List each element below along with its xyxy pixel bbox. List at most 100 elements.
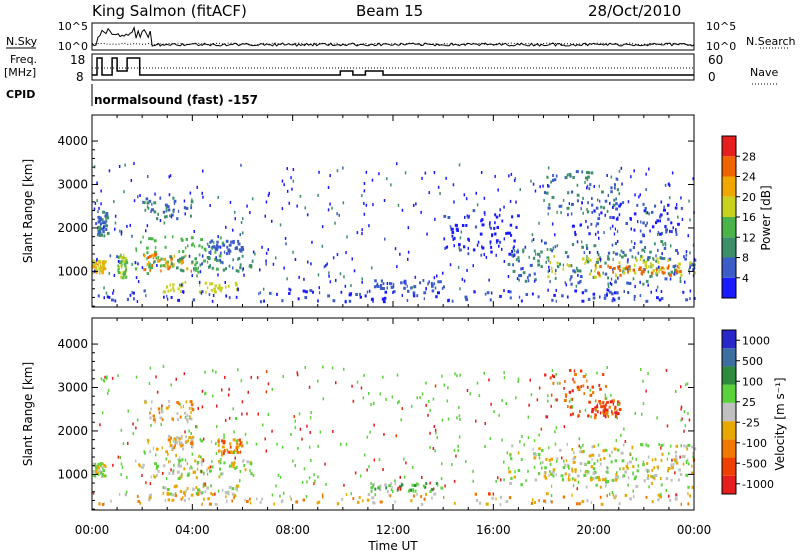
scatter-cell [534,501,536,504]
echo-cell [414,275,417,279]
echo-cell [547,166,550,170]
scatter-cell [403,279,407,283]
scatter-cell [506,231,509,235]
echo-cell [218,489,220,493]
scatter-cell [571,202,574,206]
colorbar-swatch [722,156,736,177]
scatter-cell [273,502,276,506]
scatter-cell [600,257,603,261]
scatter-cell [420,495,422,499]
scatter-cell [149,493,152,497]
scatter-cell [221,241,225,245]
scatter-cell [237,445,240,449]
scatter-cell [527,469,529,473]
scatter-cell [585,485,588,489]
scatter-cell [173,254,175,258]
scatter-cell [171,493,175,497]
echo-cell [223,436,225,440]
echo-cell [154,192,156,196]
echo-cell [398,400,400,404]
echo-cell [319,430,322,434]
echo-cell [547,184,549,187]
scatter-cell [612,266,616,270]
scatter-cell [549,248,552,252]
echo-cell [327,208,330,212]
scatter-cell [651,271,654,275]
scatter-cell [212,294,215,297]
echo-cell [268,191,270,195]
scatter-cell [179,456,181,460]
scatter-cell [118,261,121,265]
echo-cell [680,444,682,448]
scatter-cell [95,468,98,471]
scatter-cell [164,486,167,490]
scatter-cell [635,475,637,479]
scatter-cell [151,400,153,404]
scatter-cell [629,460,632,464]
scatter-cell [206,260,209,264]
scatter-cell [160,269,162,273]
scatter-cell [683,455,686,459]
echo-cell [495,479,497,483]
echo-cell [217,235,219,239]
scatter-cell [101,503,105,506]
echo-cell [135,426,137,430]
scatter-cell [120,260,123,264]
scatter-cell [133,297,135,301]
echo-cell [198,280,201,284]
scatter-cell [383,296,387,300]
scatter-cell [571,389,574,393]
scatter-cell [499,294,502,298]
scatter-cell [447,216,451,219]
scatter-cell [425,492,428,496]
echo-cell [476,381,479,385]
scatter-cell [602,478,605,482]
scatter-cell [105,224,108,228]
scatter-cell [167,434,171,438]
echo-cell [204,370,206,374]
echo-cell [215,452,218,455]
scatter-cell [165,406,169,410]
scatter-cell [200,291,203,295]
echo-cell [540,427,543,431]
echo-cell [536,398,539,402]
scatter-cell [211,266,214,270]
scatter-cell [689,251,691,255]
scatter-cell [671,466,674,470]
scatter-cell [644,264,648,268]
scatter-cell [677,266,681,270]
scatter-cell [618,502,621,506]
colorbar-tick-label: 28 [742,150,756,163]
scatter-cell [644,224,647,228]
echo-cell [472,479,474,483]
scatter-cell [673,458,677,462]
scatter-cell [655,268,658,272]
nsearch-tick-bottom: 10^0 [706,40,736,53]
scatter-cell [606,480,610,484]
echo-cell [463,193,466,197]
scatter-cell [165,450,168,454]
scatter-cell [406,299,409,302]
scatter-cell [191,243,194,247]
scatter-cell [191,438,194,442]
echo-cell [656,273,658,277]
echo-cell [136,418,139,422]
scatter-cell [665,228,668,232]
scatter-cell [180,237,183,241]
scatter-cell [235,487,238,491]
scatter-cell [458,243,461,247]
scatter-cell [186,487,189,490]
echo-cell [499,208,501,212]
echo-cell [631,255,633,259]
echo-cell [204,482,206,486]
echo-cell [321,225,324,229]
scatter-cell [543,470,546,474]
echo-cell [356,231,359,235]
scatter-cell [531,292,534,296]
scatter-cell [443,237,446,241]
echo-cell [179,402,181,406]
scatter-cell [467,246,469,250]
echo-cell [452,183,455,187]
scatter-cell [679,276,682,280]
scatter-cell [166,262,169,266]
